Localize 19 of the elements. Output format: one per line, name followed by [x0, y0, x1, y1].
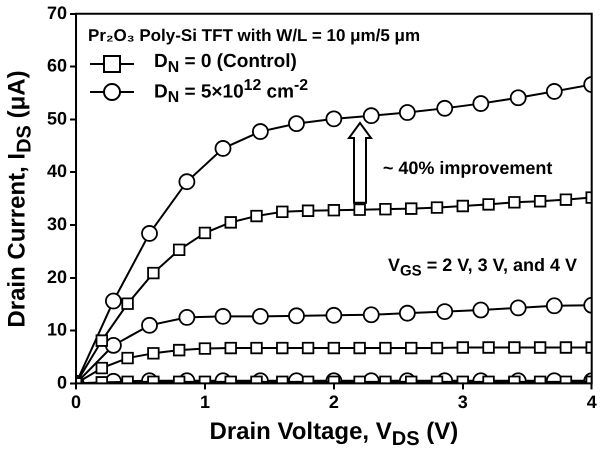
y-tick-label: 10: [46, 320, 68, 340]
y-tick-label: 20: [46, 266, 68, 287]
x-tick-label: 2: [328, 392, 339, 412]
legend-label: D$_{N}$ = 5×10$^{12}$ cm$^{-2}$: [154, 76, 308, 107]
x-tick-label: 3: [458, 392, 468, 412]
legend-title: Pr₂O₃ Poly-Si TFT with W/L = 10 μm/5 μm: [88, 26, 420, 46]
y-tick-label: 40: [46, 161, 68, 182]
x-tick-label: 4: [586, 392, 597, 412]
annotation: ~ 40% improvement: [382, 158, 552, 179]
x-tick-label: 0: [71, 392, 82, 412]
legend-label: D$_{N}$ = 0 (Control): [154, 50, 297, 77]
annotation: V$_{GS}$ = 2 V, 3 V, and 4 V: [388, 255, 577, 280]
y-tick-label: 70: [46, 2, 68, 23]
x-axis-title: Drain Voltage, V$_{DS}$ (V): [209, 418, 458, 451]
y-tick-label: 60: [46, 56, 68, 76]
y-tick-label: 30: [46, 214, 68, 234]
y-tick-label: 50: [46, 108, 68, 128]
x-tick-label: 1: [200, 392, 210, 412]
y-tick-label: 0: [57, 372, 68, 392]
